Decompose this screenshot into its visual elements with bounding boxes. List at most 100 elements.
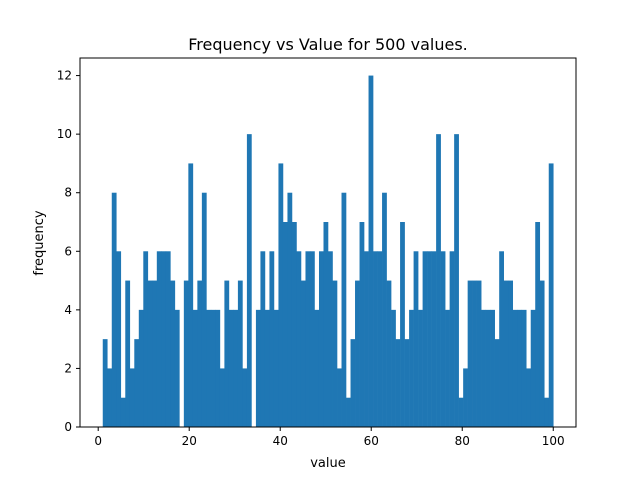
histogram-bar: [246, 134, 252, 427]
x-tick-label: 20: [182, 434, 197, 448]
histogram-bar: [278, 163, 284, 427]
histogram-bar: [413, 251, 419, 427]
histogram-bars: [102, 75, 554, 428]
histogram-bar: [436, 134, 441, 427]
histogram-bar: [548, 163, 554, 427]
chart-title: Frequency vs Value for 500 values.: [188, 35, 468, 54]
histogram-bar: [282, 222, 288, 427]
histogram-bar: [224, 280, 230, 427]
histogram-bar: [309, 251, 315, 427]
histogram-bar: [400, 222, 405, 427]
histogram-bar: [440, 251, 446, 427]
histogram-bar: [341, 192, 347, 427]
histogram-bar: [539, 280, 545, 427]
histogram-bar: [138, 309, 144, 427]
x-axis-label: value: [310, 456, 346, 471]
histogram-bar: [503, 280, 509, 427]
y-axis-label: frequency: [32, 210, 47, 276]
histogram-bar: [517, 309, 523, 427]
x-tick-label: 40: [273, 434, 288, 448]
histogram-bar: [472, 280, 477, 427]
histogram-bar: [129, 368, 135, 427]
histogram-bar: [373, 251, 378, 427]
histogram-bar: [359, 222, 365, 427]
histogram-bar: [170, 280, 176, 427]
histogram-bar: [318, 251, 324, 427]
histogram-bar: [255, 309, 261, 427]
histogram-bar: [346, 397, 351, 427]
histogram-bar: [143, 251, 149, 427]
y-axis: 0 2 4 6 8 10 12: [57, 69, 80, 434]
histogram-bar: [508, 280, 514, 427]
histogram-bar: [183, 280, 189, 427]
histogram-bar: [449, 251, 455, 427]
histogram-bar: [291, 222, 297, 427]
histogram-bar: [490, 309, 495, 427]
histogram-bar: [242, 368, 248, 427]
histogram-bar: [404, 339, 410, 427]
y-tick-label: 4: [64, 303, 72, 317]
histogram-bar: [499, 251, 504, 427]
histogram-bar: [210, 309, 216, 427]
histogram-bar: [526, 368, 532, 427]
histogram-bar: [188, 163, 194, 427]
histogram-bar: [382, 192, 387, 427]
histogram-bar: [201, 192, 207, 427]
histogram-bar: [296, 251, 302, 427]
histogram-bar: [111, 192, 117, 427]
histogram-bar: [323, 222, 329, 427]
histogram-bar: [445, 309, 450, 427]
histogram-bar: [544, 397, 550, 427]
histogram-bar: [125, 280, 131, 427]
histogram-bar: [512, 309, 518, 427]
plot-frame: [79, 57, 577, 428]
histogram-bar: [228, 309, 234, 427]
histogram-bar: [134, 339, 140, 427]
histogram-bar: [485, 309, 491, 427]
histogram-bar: [350, 339, 356, 427]
histogram-bar: [431, 251, 437, 427]
histogram-bar: [476, 280, 482, 427]
histogram-bar: [391, 309, 396, 427]
histogram-bar: [269, 251, 275, 427]
histogram-bar: [364, 251, 369, 427]
y-tick-label: 2: [64, 361, 72, 375]
histogram-bar: [165, 251, 171, 427]
histogram-bar: [260, 251, 266, 427]
x-tick-label: 0: [94, 434, 102, 448]
histogram-bar: [156, 251, 162, 427]
histogram-bar: [206, 309, 212, 427]
y-tick-label: 8: [64, 186, 72, 200]
histogram-bar: [102, 339, 108, 427]
histogram-bar: [337, 368, 342, 427]
histogram-bar: [377, 251, 383, 427]
histogram-bar: [418, 309, 423, 427]
histogram-bar: [368, 75, 374, 428]
histogram-bar: [521, 309, 527, 427]
histogram-bar: [355, 280, 360, 427]
histogram-bar: [197, 280, 203, 427]
histogram-bar: [192, 309, 198, 427]
histogram-bar: [300, 280, 306, 427]
x-tick-label: 60: [364, 434, 379, 448]
histogram-bar: [120, 397, 126, 427]
histogram-bar: [287, 192, 293, 427]
histogram-bar: [215, 309, 221, 427]
histogram-bar: [116, 251, 122, 427]
histogram-bar: [427, 251, 432, 427]
histogram-bar: [305, 251, 311, 427]
histogram-bar: [233, 309, 239, 427]
histogram-bar: [264, 309, 270, 427]
x-tick-label: 100: [542, 434, 565, 448]
histogram-bar: [314, 309, 320, 427]
histogram-bar: [273, 309, 279, 427]
y-tick-label: 10: [57, 127, 72, 141]
histogram-bar: [219, 368, 225, 427]
y-tick-label: 12: [57, 69, 72, 83]
histogram-bar: [237, 280, 243, 427]
histogram-bar: [494, 339, 500, 427]
histogram-bar: [467, 280, 473, 427]
histogram-bar: [395, 339, 401, 427]
histogram-bar: [174, 309, 180, 427]
histogram-bar: [481, 309, 486, 427]
